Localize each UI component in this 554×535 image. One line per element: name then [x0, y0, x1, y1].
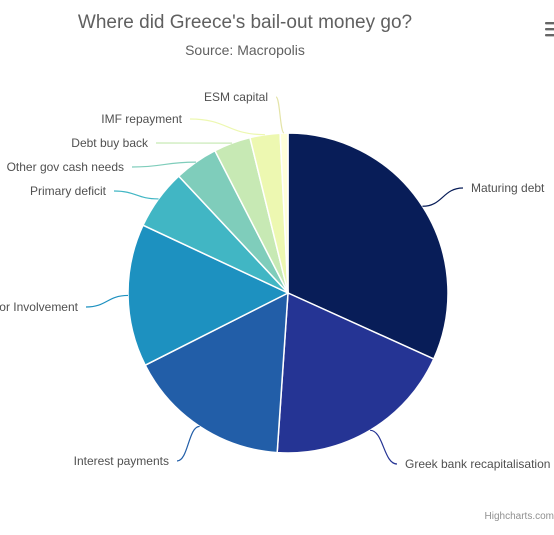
pie-connectors [85, 96, 464, 465]
pie-slices [127, 132, 449, 454]
slice-label-maturing-debt: Maturing debt [471, 181, 545, 195]
slice-label-greek-bank-recapitalisation: Greek bank recapitalisation [405, 457, 550, 471]
pie-slice-maturing-debt[interactable] [287, 132, 449, 360]
connector-greek-bank-recapitalisation [369, 429, 398, 465]
connector-interest-payments [176, 425, 200, 462]
slice-label-primary-deficit: Primary deficit [30, 184, 107, 198]
connector-esm-capital [275, 96, 285, 134]
connector-imf-repayment [189, 118, 265, 136]
pie-slice-private-sector-involvement[interactable] [127, 224, 290, 367]
connector-maturing-debt [422, 187, 464, 207]
slice-label-interest-payments: Interest payments [74, 454, 169, 468]
slice-label-private-sector-involvement: Private Sector Involvement [0, 300, 79, 314]
chart-menu-button[interactable] [545, 22, 554, 37]
pie-slice-greek-bank-recapitalisation[interactable] [276, 291, 435, 454]
pie-slice-interest-payments[interactable] [144, 291, 289, 454]
slice-label-debt-buy-back: Debt buy back [71, 136, 149, 150]
hamburger-menu-icon[interactable] [545, 22, 554, 37]
slice-label-other-gov-cash-needs: Other gov cash needs [7, 160, 124, 174]
slice-label-esm-capital: ESM capital [204, 90, 268, 104]
credits-link[interactable]: Highcharts.com [485, 511, 554, 522]
connector-primary-deficit [113, 190, 159, 200]
chart-title: Where did Greece's bail-out money go? [78, 12, 412, 33]
connector-private-sector-involvement [85, 294, 129, 308]
connector-other-gov-cash-needs [131, 161, 196, 168]
slice-label-imf-repayment: IMF repayment [101, 112, 182, 126]
chart-subtitle: Source: Macropolis [185, 42, 305, 58]
pie-labels: Maturing debt Greek bank recapitalisation… [0, 90, 550, 471]
